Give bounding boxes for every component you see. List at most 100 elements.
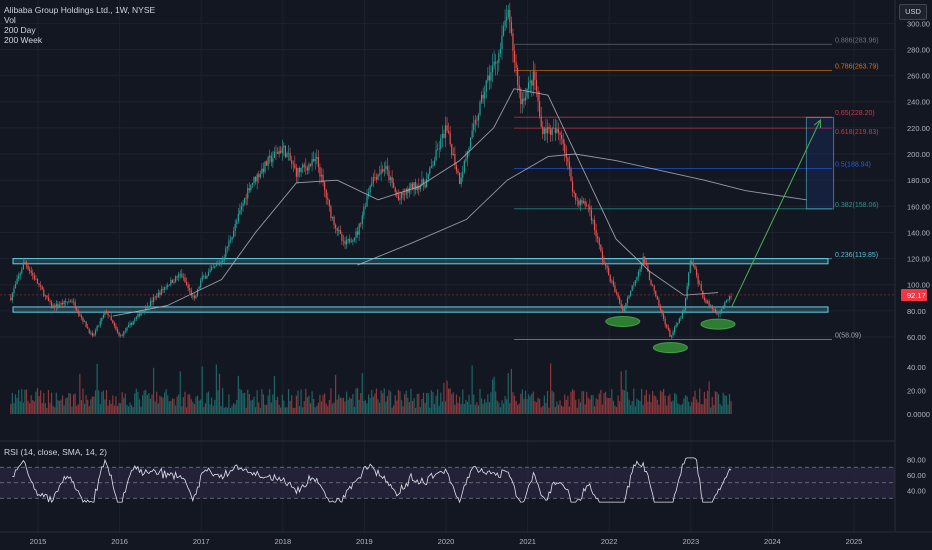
volume-bar	[352, 394, 354, 414]
volume-bar	[625, 370, 627, 414]
volume-bar	[113, 405, 115, 414]
volume-bar	[112, 395, 114, 414]
symbol-title[interactable]: Alibaba Group Holdings Ltd., 1W, NYSE	[4, 5, 156, 15]
candle	[488, 75, 491, 81]
candle	[710, 305, 712, 307]
volume-bar	[341, 398, 343, 414]
candle	[644, 256, 646, 265]
volume-bar	[69, 393, 72, 414]
candle	[289, 153, 291, 161]
candle	[215, 264, 217, 266]
candle	[666, 324, 668, 328]
candle	[220, 261, 222, 265]
fib-label: 0.886(283.96)	[835, 37, 879, 44]
candle	[388, 170, 390, 181]
candle	[40, 285, 42, 287]
price-tick-label: 220.00	[907, 124, 930, 133]
candle	[190, 290, 192, 296]
volume-bar	[369, 398, 371, 414]
candle	[207, 272, 210, 276]
candle	[545, 128, 547, 134]
volume-bar	[33, 401, 35, 414]
candle	[265, 161, 268, 166]
volume-bar	[567, 395, 569, 414]
candle	[369, 185, 371, 193]
candle	[606, 265, 608, 269]
volume-bar	[435, 395, 437, 414]
volume-bar	[721, 405, 723, 414]
candle	[83, 321, 86, 322]
candle	[196, 289, 199, 296]
volume-bar	[637, 400, 640, 414]
volume-bar	[484, 399, 486, 414]
candle	[578, 200, 580, 206]
support-zone	[12, 258, 829, 265]
volume-bar	[727, 404, 729, 414]
volume-bar	[322, 395, 324, 414]
candle	[143, 310, 145, 312]
candle	[471, 130, 473, 138]
candle	[625, 303, 627, 309]
volume-bar	[708, 381, 710, 414]
candle	[30, 270, 32, 273]
volume-bar	[573, 390, 575, 414]
volume-bar	[294, 407, 296, 414]
volume-bar	[724, 395, 726, 414]
candle	[198, 286, 200, 290]
volume-bar	[220, 405, 222, 414]
volume-bar	[590, 395, 593, 414]
candle	[77, 310, 79, 314]
volume-bar	[287, 389, 290, 414]
volume-bar	[672, 400, 674, 414]
candle	[145, 306, 147, 311]
candle	[218, 263, 221, 265]
currency-button[interactable]: USD	[899, 4, 927, 20]
volume-bar	[342, 397, 345, 414]
volume-bar	[526, 398, 528, 414]
volume-bar	[198, 400, 200, 414]
volume-bar	[460, 404, 462, 414]
volume-bar	[109, 400, 111, 414]
candle	[631, 285, 633, 291]
volume-bar	[531, 393, 533, 414]
grid	[0, 0, 895, 532]
volume-bar	[297, 390, 299, 414]
volume-bar	[244, 392, 246, 414]
candle	[192, 295, 194, 297]
rsi-pane	[0, 457, 895, 504]
volume-bar	[65, 398, 67, 414]
candle	[422, 179, 425, 185]
volume-bar	[231, 405, 233, 414]
volume-bar	[529, 396, 531, 414]
candle	[479, 102, 481, 115]
time-tick-label: 2022	[601, 537, 618, 546]
volume-bar	[24, 389, 26, 414]
candle	[579, 200, 582, 206]
candle	[174, 276, 177, 282]
volume-bar	[714, 391, 716, 414]
candle	[165, 287, 167, 288]
candle	[634, 280, 636, 285]
volume-bar	[165, 389, 167, 414]
volume-bar	[512, 392, 514, 414]
candle	[302, 164, 304, 169]
candle	[540, 116, 542, 127]
volume-bar	[57, 400, 59, 414]
candle	[306, 167, 308, 171]
candle	[253, 176, 255, 184]
volume-bar	[597, 399, 599, 414]
volume-bar	[330, 388, 332, 414]
candle	[291, 160, 293, 164]
volume-bar	[327, 406, 329, 414]
candle	[163, 287, 166, 290]
candle	[366, 195, 368, 207]
volume-bar	[195, 396, 197, 414]
volume-bar	[157, 403, 159, 414]
candle	[21, 269, 23, 274]
candle	[706, 301, 709, 303]
candle	[688, 272, 690, 287]
candle	[16, 278, 18, 285]
volume-bar	[656, 399, 658, 414]
candle	[239, 210, 241, 214]
